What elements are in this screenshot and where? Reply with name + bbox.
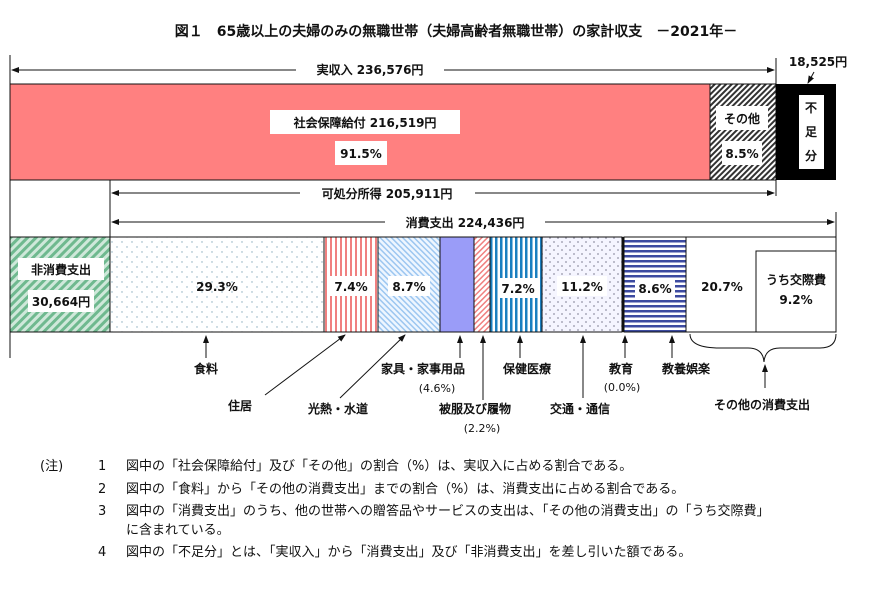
social-security-label: 社会保障給付 — [293, 115, 366, 130]
other-income-pct: 8.5% — [725, 147, 758, 161]
utilities-label: 光熱・水道 — [307, 401, 368, 416]
svg-text:社会保障給付 216,519円: 社会保障給付 216,519円 — [293, 115, 437, 130]
svg-text:可処分所得 205,911円: 可処分所得 205,911円 — [322, 186, 453, 201]
consumption-value: 224,436円 — [458, 216, 525, 230]
clothing-segment — [473, 236, 491, 333]
food-pct: 29.3% — [196, 280, 238, 294]
transport-label: 交通・通信 — [550, 401, 610, 416]
deficit-label-2: 足 — [805, 125, 817, 139]
note-number: 2 — [98, 481, 107, 497]
note-number — [98, 520, 126, 543]
social-expense-box — [755, 250, 837, 333]
deficit-label-1: 不 — [805, 101, 817, 115]
social-security-value: 216,519円 — [370, 116, 437, 130]
education-pct: (0.0%) — [604, 381, 641, 394]
recreation-label: 教養娯楽 — [661, 361, 711, 376]
svg-text:実収入 236,576円: 実収入 236,576円 — [317, 62, 424, 77]
recreation-pct: 8.6% — [638, 282, 671, 296]
note-number: 3 — [98, 504, 107, 519]
income-arrow: 実収入 236,576円 — [11, 62, 775, 77]
furniture-pct: (4.6%) — [419, 382, 456, 395]
food-segment — [109, 236, 325, 333]
note-text: 図中の「消費支出」のうち、他の世帯への贈答品やサービスの支出は、「その他の消費支… — [126, 504, 770, 519]
income-value: 236,576円 — [357, 63, 424, 77]
deficit-label-3: 分 — [805, 148, 817, 163]
non-consumption-value: 30,664円 — [32, 295, 90, 309]
furniture-label: 家具・家事用品 — [381, 361, 465, 376]
food-label: 食料 — [193, 361, 218, 376]
consumption-label: 消費支出 — [406, 215, 454, 230]
notes-prefix: (注) — [40, 459, 64, 474]
social-expense-pct: 9.2% — [779, 293, 812, 307]
non-consumption-label: 非消費支出 — [31, 262, 91, 277]
income-label: 実収入 — [317, 62, 353, 77]
chart-title: 図１ 65歳以上の夫婦のみの無職世帯（夫婦高齢者無職世帯）の家計収支 －2021… — [175, 23, 737, 40]
transport-pct: 11.2% — [561, 280, 603, 294]
housing-label: 住居 — [228, 398, 252, 413]
svg-text:消費支出 224,436円: 消費支出 224,436円 — [406, 215, 525, 230]
consumption-arrow: 消費支出 224,436円 — [111, 215, 835, 230]
note-text: に含まれている。 — [126, 522, 230, 538]
disposable-value: 205,911円 — [386, 187, 453, 201]
deficit-value: 18,525円 — [789, 55, 847, 69]
furniture-segment — [439, 236, 475, 333]
notes: (注) 1 図中の「社会保障給付」及び「その他」の割合（%）は、実収入に占める割合で… — [40, 456, 770, 565]
other-income-segment — [709, 83, 777, 181]
note-number: 1 — [98, 459, 107, 474]
medical-label: 保健医療 — [502, 361, 551, 376]
disposable-income-arrow: 可処分所得 205,911円 — [111, 186, 775, 201]
social-security-pct: 91.5% — [340, 147, 382, 161]
education-label: 教育 — [608, 361, 633, 376]
note-text: 図中の「不足分」とは、「実収入」から「消費支出」及び「非消費支出」を差し引いた額… — [126, 545, 692, 560]
non-consumption-segment — [9, 236, 111, 333]
label-pointers — [203, 333, 837, 400]
note-text: 図中の「食料」から「その他の消費支出」までの割合（%）は、消費支出に占める割合で… — [126, 481, 685, 497]
disposable-label: 可処分所得 — [322, 186, 382, 201]
other-consumption-pct: 20.7% — [701, 280, 743, 294]
clothing-pct: (2.2%) — [464, 422, 501, 435]
clothing-label: 被服及び履物 — [439, 401, 511, 416]
social-expense-label: うち交際費 — [766, 272, 826, 287]
other-income-label: その他 — [724, 111, 760, 126]
housing-pct: 7.4% — [334, 280, 367, 294]
note-text: 図中の「社会保障給付」及び「その他」の割合（%）は、実収入に占める割合である。 — [126, 459, 633, 474]
utilities-pct: 8.7% — [392, 280, 425, 294]
note-number: 4 — [98, 545, 107, 560]
other-consumption-label: その他の消費支出 — [714, 397, 810, 412]
medical-pct: 7.2% — [501, 282, 534, 296]
